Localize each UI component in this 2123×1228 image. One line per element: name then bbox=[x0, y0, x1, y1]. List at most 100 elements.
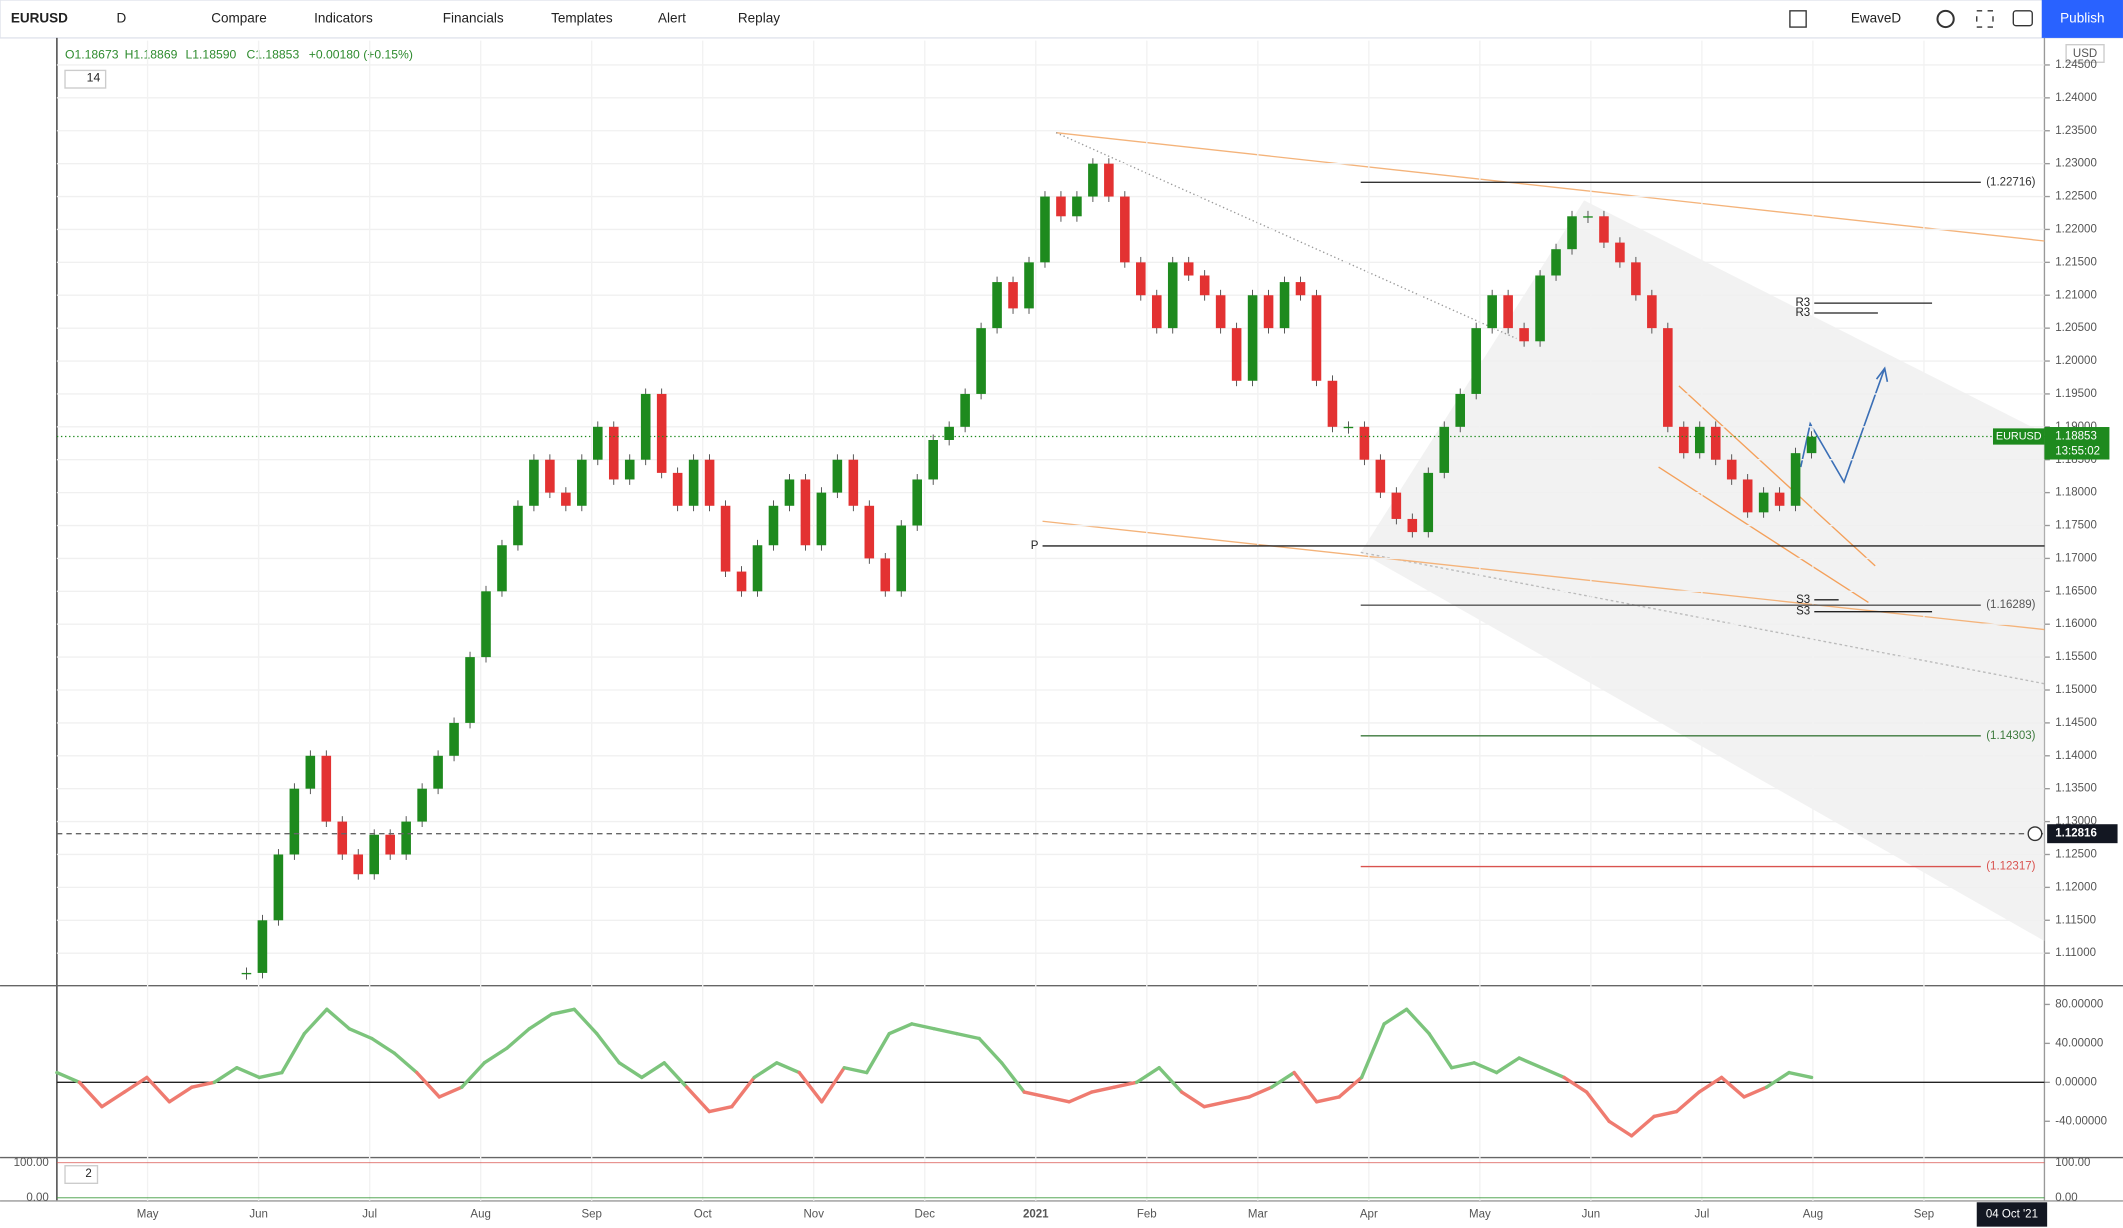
candle bbox=[1663, 328, 1673, 427]
publish-label[interactable]: Publish bbox=[2060, 11, 2104, 26]
y-tick-label: 1.22000 bbox=[2055, 223, 2097, 235]
publish-button[interactable] bbox=[2041, 0, 2123, 38]
x-tick-label: Mar bbox=[1248, 1208, 1268, 1220]
candle bbox=[417, 788, 427, 822]
ohlc-value: L1.18590 bbox=[186, 48, 237, 62]
candle bbox=[321, 755, 332, 822]
crosshair-tag bbox=[2047, 824, 2118, 844]
y-tick-label: 1.20000 bbox=[2055, 355, 2097, 367]
forecast-path bbox=[1799, 367, 1886, 484]
y-tick-label: 1.11500 bbox=[2055, 914, 2096, 926]
candle bbox=[513, 505, 523, 546]
fullscreen-icon[interactable] bbox=[1976, 10, 1994, 28]
ohlc-value: C1.18853 bbox=[246, 48, 299, 62]
toolbar-button[interactable]: Compare bbox=[211, 11, 267, 26]
candle bbox=[608, 426, 619, 480]
candle bbox=[1407, 518, 1418, 533]
candle bbox=[768, 505, 779, 546]
currency[interactable]: USD bbox=[2073, 48, 2097, 60]
candle bbox=[1343, 426, 1354, 429]
oscillator-segment bbox=[1090, 1085, 1116, 1094]
candle bbox=[369, 834, 380, 875]
oscillator-segment bbox=[617, 1061, 644, 1080]
y-tick-label: 1.18000 bbox=[2055, 487, 2097, 499]
toolbar-button[interactable]: Indicators bbox=[314, 11, 373, 26]
square-icon[interactable] bbox=[1789, 10, 1807, 28]
oscillator-segment bbox=[640, 1061, 666, 1080]
oscillator-segment bbox=[190, 1080, 217, 1089]
candle bbox=[832, 459, 843, 493]
candle bbox=[1311, 295, 1322, 381]
oscillator-segment bbox=[730, 1075, 756, 1109]
trend-line bbox=[1658, 466, 1869, 604]
y-tick-label: 1.23000 bbox=[2055, 158, 2097, 170]
x-tick-label: 2021 bbox=[1023, 1208, 1049, 1220]
settings-icon[interactable] bbox=[1936, 9, 1955, 29]
indicator-toggle[interactable] bbox=[64, 69, 107, 89]
oscillator-segment bbox=[347, 1027, 374, 1041]
candle bbox=[257, 920, 268, 973]
y-tick-label: 40.00000 bbox=[2055, 1037, 2103, 1049]
oscillator-segment bbox=[1112, 1080, 1139, 1089]
y-tick-label: 1.16500 bbox=[2055, 585, 2097, 597]
toolbar-button[interactable]: Templates bbox=[551, 11, 613, 26]
symbol-tag-label: EURUSD bbox=[1996, 430, 2042, 442]
y-tick-label: 100.00 bbox=[2055, 1157, 2090, 1169]
candle bbox=[1423, 472, 1434, 533]
candle bbox=[1104, 163, 1114, 197]
trend-line bbox=[1055, 132, 1517, 340]
candle bbox=[1535, 275, 1545, 342]
currency-button[interactable] bbox=[2065, 44, 2105, 63]
indicator-toggle[interactable] bbox=[64, 1165, 99, 1184]
oscillator-segment bbox=[1269, 1070, 1296, 1089]
candle bbox=[864, 505, 875, 559]
oscillator-segment bbox=[1764, 1070, 1791, 1089]
toolbar-button[interactable]: Alert bbox=[658, 11, 686, 26]
toolbar-button[interactable]: Replay bbox=[738, 11, 780, 26]
oscillator-segment bbox=[685, 1085, 711, 1114]
x-tick-label: Nov bbox=[804, 1208, 825, 1220]
y-tick-label: 1.12500 bbox=[2055, 849, 2097, 861]
x-tick-label: Jun bbox=[1582, 1208, 1601, 1220]
y-tick-label: 1.19000 bbox=[2055, 421, 2097, 433]
y-tick-label: 0.00000 bbox=[2055, 1076, 2097, 1088]
crosshair-add[interactable] bbox=[2027, 826, 2043, 842]
y-tick-label: 1.24500 bbox=[2055, 59, 2097, 71]
oscillator-segment bbox=[257, 1070, 284, 1080]
toolbar-button[interactable]: Financials bbox=[443, 11, 504, 26]
oscillator-segment bbox=[235, 1066, 262, 1080]
x-tick-label: Oct bbox=[694, 1208, 713, 1220]
oscillator-segment bbox=[280, 1031, 307, 1075]
candle bbox=[1647, 295, 1657, 329]
y-tick-label: 1.14500 bbox=[2055, 717, 2097, 729]
candle bbox=[1151, 295, 1162, 329]
oscillator-segment bbox=[1719, 1075, 1746, 1099]
candle bbox=[992, 282, 1002, 329]
y-tick-label: 0.00 bbox=[26, 1192, 48, 1204]
oscillator-segment bbox=[212, 1066, 239, 1085]
price-tag bbox=[2044, 427, 2110, 460]
toolbar bbox=[0, 0, 2123, 39]
candle bbox=[1471, 328, 1481, 394]
oscillator-segment bbox=[865, 1031, 891, 1075]
candle bbox=[1487, 295, 1497, 329]
oscillator-segment bbox=[1045, 1095, 1071, 1104]
indicator-count: 14 bbox=[87, 71, 101, 85]
candle bbox=[385, 834, 395, 855]
interval[interactable]: D bbox=[116, 11, 126, 26]
candle bbox=[720, 505, 731, 572]
oscillator-segment bbox=[1674, 1090, 1701, 1114]
candle bbox=[1199, 275, 1210, 296]
candle bbox=[1327, 380, 1338, 427]
y-tick-label: 80.00000 bbox=[2055, 998, 2103, 1010]
layout-name[interactable]: EwaveD bbox=[1851, 11, 1902, 26]
oscillator-segment bbox=[797, 1070, 824, 1104]
candle bbox=[1583, 216, 1593, 218]
candle bbox=[1391, 492, 1402, 519]
symbol[interactable]: EURUSD bbox=[11, 11, 68, 26]
snapshot-icon[interactable] bbox=[2012, 10, 2033, 27]
candle bbox=[1359, 426, 1370, 460]
y-tick-label: 0.00 bbox=[2055, 1192, 2077, 1204]
y-tick-label: 1.21000 bbox=[2055, 289, 2097, 301]
oscillator-segment bbox=[1652, 1109, 1679, 1119]
